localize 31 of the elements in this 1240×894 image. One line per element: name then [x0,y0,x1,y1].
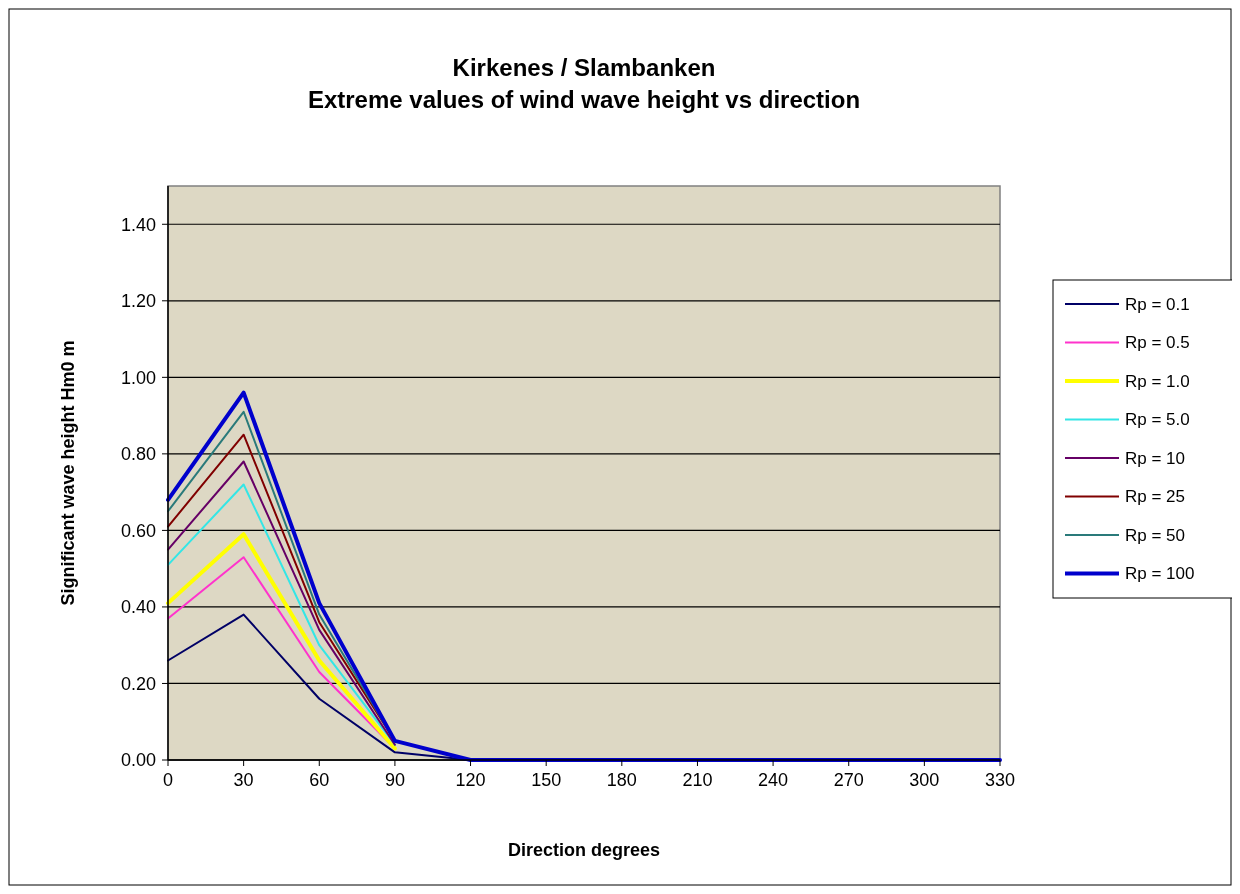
x-axis-title: Direction degrees [507,840,661,860]
x-tick-label: 150 [531,770,562,790]
y-tick-label: 0.20 [120,673,156,694]
legend-label: Rp = 1.0 [1125,371,1190,391]
x-tick-label: 180 [606,770,637,790]
y-axis-title: Significant wave height Hm0 m [58,340,78,606]
y-tick-label: 1.20 [120,291,156,312]
y-tick-label: 1.00 [120,367,156,388]
legend-label: Rp = 100 [1125,564,1195,584]
legend-label: Rp = 0.1 [1125,294,1190,314]
y-tick-label: 0.60 [120,520,156,541]
x-tick-label: 210 [682,770,713,790]
y-tick-label: 0.40 [120,597,156,618]
legend-label: Rp = 50 [1125,525,1186,545]
x-tick-label: 330 [984,770,1016,790]
legend-label: Rp = 10 [1125,448,1186,468]
x-tick-label: 30 [233,770,254,790]
legend-label: Rp = 25 [1125,487,1186,507]
y-tick-label: 1.40 [120,214,156,235]
legend-label: Rp = 5.0 [1125,410,1190,430]
y-tick-label: 0.00 [120,750,156,771]
x-tick-label: 60 [309,770,330,790]
x-tick-label: 0 [162,770,174,790]
y-tick-label: 0.80 [120,444,156,465]
x-tick-label: 90 [384,770,405,790]
x-tick-label: 240 [758,770,789,790]
legend-label: Rp = 0.5 [1125,333,1190,353]
x-tick-label: 270 [833,770,864,790]
chart-title: Kirkenes / Slambanken Extreme values of wind wave height vs direction [307,54,861,113]
x-tick-label: 120 [455,770,486,790]
x-tick-label: 300 [909,770,940,790]
